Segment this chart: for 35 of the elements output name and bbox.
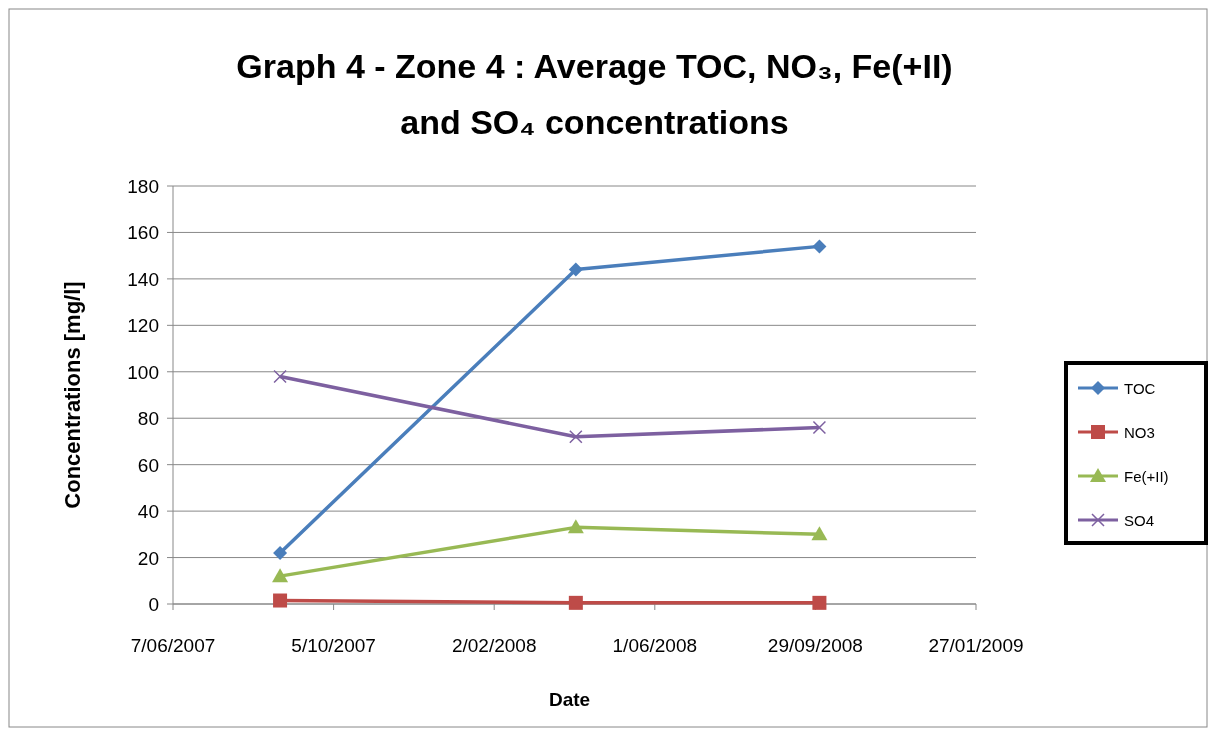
point <box>273 593 288 608</box>
point <box>812 239 827 254</box>
legend-label: TOC <box>1124 380 1156 397</box>
point <box>272 568 289 583</box>
point <box>273 545 288 560</box>
x-tick-label: 1/06/2008 <box>612 635 698 656</box>
x-tick-label: 2/02/2008 <box>451 635 537 656</box>
x-tick-label: 27/01/2009 <box>928 635 1024 656</box>
y-tick-label: 40 <box>137 501 159 523</box>
x-tick-label: 7/06/2007 <box>130 635 216 656</box>
y-tick-label: 160 <box>127 222 159 244</box>
point <box>568 262 583 277</box>
y-tick-label: 20 <box>137 547 159 569</box>
point <box>273 369 287 384</box>
legend-label: Fe(+II) <box>1124 468 1169 485</box>
point <box>812 420 827 435</box>
legend-label: NO3 <box>1124 424 1155 441</box>
y-axis-title: Concentrations [mg/l] <box>60 281 85 509</box>
x-tick-label: 29/09/2008 <box>767 635 863 656</box>
chart-title: Graph 4 - Zone 4 : Average TOC, NO₃, Fe(+II) and SO₄ concentrations <box>236 47 953 141</box>
point <box>568 595 583 610</box>
y-tick-label: 140 <box>127 268 159 290</box>
y-tick-label: 120 <box>127 315 159 337</box>
point <box>567 519 584 534</box>
point <box>811 526 828 541</box>
y-tick-label: 80 <box>137 408 159 430</box>
y-tick-label: 0 <box>148 594 159 615</box>
point <box>569 430 583 444</box>
legend-label: SO4 <box>1124 512 1155 529</box>
y-tick-label: 100 <box>127 361 159 383</box>
y-tick-label: 180 <box>127 176 159 197</box>
point <box>812 595 827 610</box>
x-axis-title: Date <box>548 689 591 710</box>
y-tick-label: 60 <box>137 454 159 476</box>
x-tick-label: 5/10/2007 <box>291 635 376 656</box>
